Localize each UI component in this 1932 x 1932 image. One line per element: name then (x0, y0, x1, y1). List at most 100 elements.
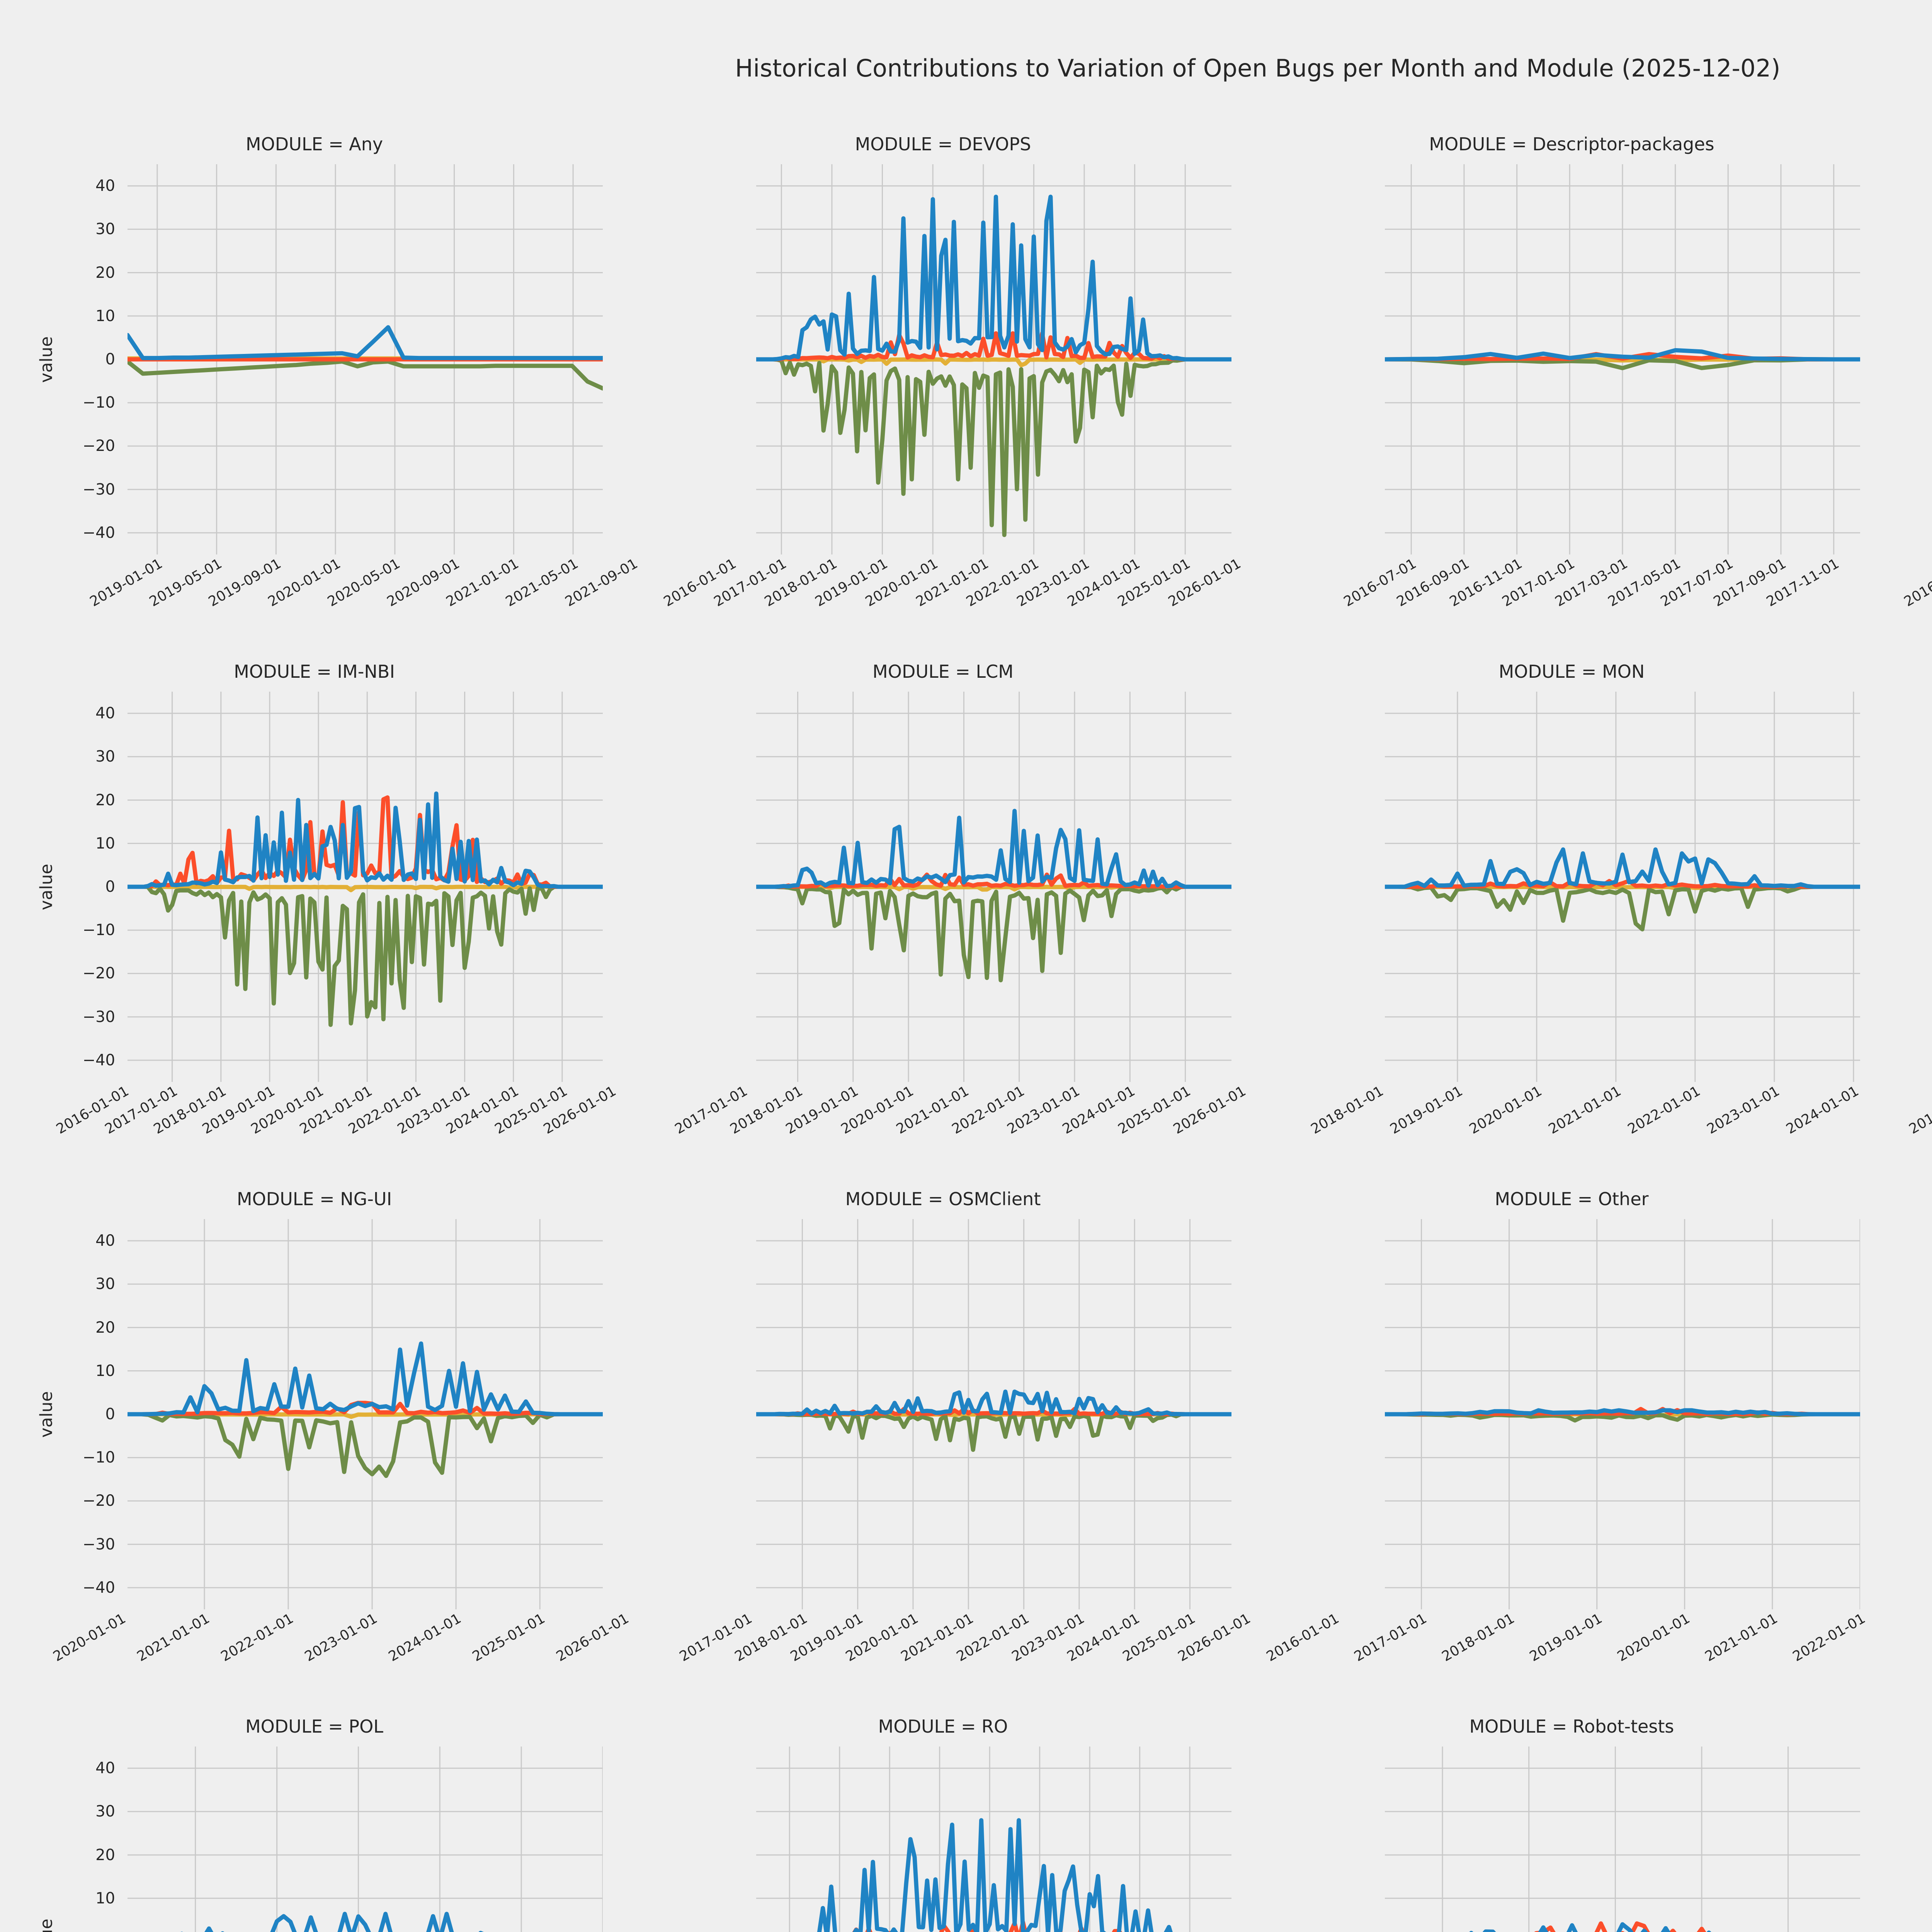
y-tick-label: −20 (82, 1492, 115, 1510)
y-tick-label: 30 (95, 220, 115, 238)
y-tick-label: −10 (82, 394, 115, 412)
plot-area[interactable] (756, 1747, 1231, 1932)
facet-title: MODULE = Any (245, 134, 383, 155)
y-tick-label: 20 (95, 791, 115, 809)
x-tick-label: 2018-01-01 (1308, 1083, 1386, 1138)
facet-grid: MODULE = Any 40 30 20 10 0 −10 −20 −30 −40 value 20… (0, 128, 1932, 1932)
x-axis-ticks: 2016-07-01 2016-09-01 2016-11-01 2017-01-01… (1341, 556, 1860, 648)
facet-title: MODULE = Documentation / Wiki (1886, 134, 1932, 155)
y-tick-label: 40 (95, 1232, 115, 1250)
x-axis-ticks: 2016-01-01 2017-01-01 2018-01-01 2019-01-01… (1264, 1611, 1868, 1703)
facet-title: MODULE = N2VC (1886, 661, 1932, 682)
x-tick-label: 2023-01-01 (302, 1611, 380, 1665)
plot-area[interactable] (756, 1219, 1231, 1609)
facet-cell: MODULE = Unknown2016-01-012017-01-012018… (1886, 1710, 1932, 1932)
y-axis-ticks: 40 30 20 10 0 −10 −20 −30 −40 (0, 692, 124, 1082)
facet-cell: MODULE = Any 40 30 20 10 0 −10 −20 −30 −40 value 20… (0, 128, 641, 655)
facet-cell: MODULE = Descriptor-packages 2016-07-01 20… (1257, 128, 1886, 655)
y-tick-label: −10 (82, 1449, 115, 1467)
facet-cell: MODULE = MON 2018-01-01 2019-01-01 2020-01-… (1257, 655, 1886, 1182)
y-axis-title: value (23, 1219, 70, 1609)
y-tick-label: −10 (82, 921, 115, 939)
y-axis-title-text: value (36, 863, 56, 910)
y-tick-label: 10 (95, 307, 115, 325)
x-tick-label: 2024-01-01 (1783, 1083, 1862, 1138)
y-axis-title-text: value (36, 1391, 56, 1438)
plot-area[interactable] (128, 164, 603, 554)
x-tick-label: 2026-01-01 (554, 1611, 632, 1665)
y-axis-title-text: value (37, 1918, 56, 1932)
y-tick-label: 0 (105, 350, 115, 368)
y-tick-label: −40 (82, 1051, 115, 1069)
facet-cell: MODULE = N2VC2016-01-012017-01-012018-01… (1886, 655, 1932, 1182)
y-axis-ticks: 40 30 20 10 0 −10 −20 −30 −40 (0, 164, 124, 554)
facet-title: MODULE = DEVOPS (855, 134, 1031, 155)
x-axis-ticks: 2017-01-01 2018-01-01 2019-01-01 2020-01-01… (677, 1611, 1253, 1703)
y-tick-label: 0 (105, 1405, 115, 1423)
plot-area[interactable] (128, 1219, 603, 1609)
facet-cell: MODULE = IM-NBI 40 30 20 10 0 −10 −20 −30 −40 valu… (0, 655, 629, 1182)
x-tick-label: 2019-01-01 (1527, 1611, 1605, 1665)
facet-cell: MODULE = RO2016-01-012017-01-012018-01-0… (629, 1710, 1257, 1932)
facet-title: MODULE = RO (878, 1716, 1008, 1737)
facet-cell: MODULE = DEVOPS 2016-01-01 2017-01-01 2018-… (629, 128, 1257, 655)
x-tick-label: 2016-01-01 (1901, 556, 1932, 610)
x-tick-label: 2020-01-01 (50, 1611, 129, 1665)
y-tick-label: −30 (82, 1008, 115, 1026)
y-tick-label: 40 (95, 704, 115, 723)
plot-area[interactable] (756, 692, 1231, 1082)
plot-area[interactable] (1385, 1219, 1860, 1609)
facet-title: MODULE = POL (245, 1716, 384, 1737)
y-tick-label: 20 (95, 1846, 115, 1864)
facet-title: MODULE = Unknown (1886, 1716, 1932, 1737)
x-tick-label: 2020-01-01 (1466, 1083, 1545, 1138)
x-tick-label: 2025-01-01 (470, 1611, 548, 1665)
x-axis-ticks: 2020-01-01 2021-01-01 2022-01-01 2023-01-01… (51, 1611, 632, 1703)
x-axis-ticks: 2018-01-01 2019-01-01 2020-01-01 2021-01-01… (1308, 1083, 1862, 1176)
facet-title: MODULE = NG-UI (236, 1189, 392, 1209)
facet-title: MODULE = Other (1495, 1189, 1649, 1209)
y-tick-label: −40 (82, 1578, 115, 1597)
facet-cell: MODULE = Documentation / Wiki2016-01-012… (1886, 128, 1932, 655)
x-tick-label: 2016-01-01 (1264, 1611, 1342, 1665)
plot-area[interactable] (756, 164, 1231, 554)
facet-title: MODULE = Descriptor-packages (1429, 134, 1714, 155)
y-tick-label: −30 (82, 480, 115, 498)
x-tick-label: 2016-01-01 (1906, 1083, 1932, 1138)
facet-title: MODULE = MON (1498, 661, 1645, 682)
x-axis-ticks: 2016-01-01 2017-01-01 2018-01-01 2019-01-01… (53, 1083, 619, 1176)
plot-area[interactable] (1385, 692, 1860, 1082)
x-tick-label: 2021-01-01 (1702, 1611, 1781, 1665)
x-tick-label: 2021-01-01 (1546, 1083, 1624, 1138)
plot-area[interactable] (1385, 164, 1860, 554)
facet-cell: MODULE = POL403020100−10−20−30−40value20… (0, 1710, 629, 1932)
x-tick-label: 2023-01-01 (1704, 1083, 1782, 1138)
facet-cell: MODULE = LCM 2017-01-01 2018-01-01 2019-01-… (629, 655, 1257, 1182)
facet-cell: MODULE = NG-UI 40 30 20 10 0 −10 −20 −30 −40 value… (0, 1182, 632, 1710)
plot-area[interactable] (1385, 1747, 1860, 1932)
x-tick-label: 2024-01-01 (386, 1611, 464, 1665)
y-tick-label: 10 (95, 1889, 115, 1907)
y-axis-title: value (23, 1747, 70, 1932)
facet-cell: MODULE = Other 2016-01-01 2017-01-01 2018-0… (1257, 1182, 1886, 1710)
y-tick-label: −20 (82, 964, 115, 983)
facet-title: MODULE = Robot-tests (1469, 1716, 1674, 1737)
facet-title: MODULE = LCM (872, 661, 1014, 682)
plot-area[interactable] (128, 1747, 603, 1932)
x-axis-ticks: 2016-01-01 2017-01-01 2018-01-01 2019-01-01… (661, 556, 1244, 648)
y-tick-label: 30 (95, 1275, 115, 1293)
y-tick-label: 40 (95, 1759, 115, 1777)
x-axis-ticks: 2019-01-01 2019-05-01 2019-09-01 2020-01-01… (87, 556, 641, 648)
facet-cell: MODULE = PLA2020-07-012020-10-012021-01-… (1886, 1182, 1932, 1710)
plot-area[interactable] (128, 692, 603, 1082)
y-tick-label: −40 (82, 524, 115, 542)
x-tick-label: 2017-01-01 (1351, 1611, 1430, 1665)
y-axis-ticks: 40 30 20 10 0 −10 −20 −30 −40 (0, 1219, 124, 1609)
y-tick-label: 30 (95, 748, 115, 766)
y-axis-title-text: value (36, 336, 56, 383)
y-tick-label: 10 (95, 1362, 115, 1380)
y-tick-label: −20 (82, 437, 115, 455)
y-tick-label: 0 (105, 878, 115, 896)
x-tick-label: 2021-01-01 (134, 1611, 213, 1665)
